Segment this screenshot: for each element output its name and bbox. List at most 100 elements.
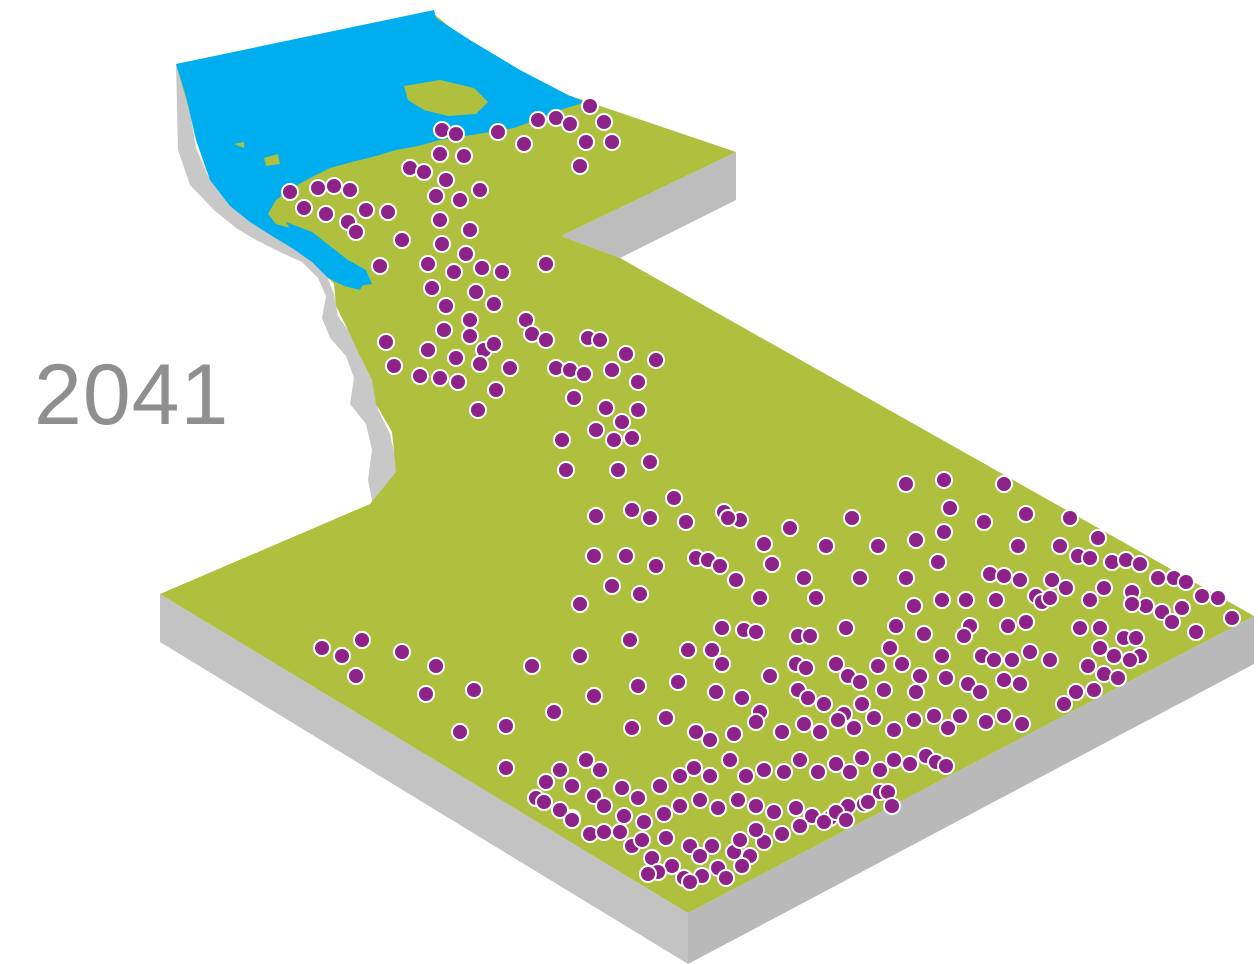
settlement-dot xyxy=(871,761,889,779)
settlement-dot xyxy=(671,767,689,785)
settlement-dot xyxy=(737,767,755,785)
settlement-dot xyxy=(937,669,955,687)
settlement-dot xyxy=(829,711,847,729)
settlement-dot xyxy=(733,857,751,875)
settlement-dot xyxy=(623,429,641,447)
settlement-dot xyxy=(747,797,765,815)
settlement-dot xyxy=(1067,683,1085,701)
settlement-dot xyxy=(795,569,813,587)
settlement-dot xyxy=(451,723,469,741)
settlement-dot xyxy=(535,793,553,811)
settlement-dot xyxy=(357,201,375,219)
settlement-dot xyxy=(709,799,727,817)
settlement-dot xyxy=(929,553,947,571)
settlement-dot xyxy=(1089,529,1107,547)
map-side-step xyxy=(561,152,736,258)
settlement-dot xyxy=(869,657,887,675)
settlement-dot xyxy=(725,725,743,743)
settlement-dot xyxy=(1149,569,1167,587)
settlement-dot xyxy=(691,847,709,865)
settlement-dot xyxy=(815,813,833,831)
settlement-dot xyxy=(457,245,475,263)
settlement-dot xyxy=(685,759,703,777)
settlement-dot xyxy=(711,557,729,575)
settlement-dot xyxy=(951,707,969,725)
settlement-dot xyxy=(595,113,613,131)
settlement-dot xyxy=(595,797,613,815)
settlement-dot xyxy=(1173,599,1191,617)
settlement-dot xyxy=(671,797,689,815)
settlement-dot xyxy=(585,547,603,565)
settlement-dot xyxy=(393,643,411,661)
settlement-dot xyxy=(1091,619,1109,637)
settlement-dot xyxy=(827,755,845,773)
settlement-dot xyxy=(1223,609,1241,627)
settlement-dot xyxy=(897,475,915,493)
settlement-dot xyxy=(747,821,765,839)
settlement-dot xyxy=(775,763,793,781)
settlement-dot xyxy=(799,689,817,707)
settlement-dot xyxy=(995,671,1013,689)
settlement-dot xyxy=(971,683,989,701)
settlement-dot xyxy=(657,709,675,727)
settlement-dot xyxy=(577,751,595,769)
settlement-dot xyxy=(629,373,647,391)
settlement-dot xyxy=(1131,555,1149,573)
settlement-dot xyxy=(545,703,563,721)
settlement-dot xyxy=(691,791,709,809)
settlement-dot xyxy=(497,717,515,735)
settlement-markers xyxy=(281,97,1241,891)
settlement-dot xyxy=(537,255,555,273)
settlement-dot xyxy=(881,639,899,657)
settlement-dot xyxy=(837,619,855,637)
settlement-dot xyxy=(563,777,581,795)
settlement-dot xyxy=(811,723,829,741)
settlement-dot xyxy=(341,181,359,199)
settlement-dot xyxy=(635,813,653,831)
settlement-dot xyxy=(419,255,437,273)
settlement-dot xyxy=(1041,589,1059,607)
settlement-dot xyxy=(333,647,351,665)
settlement-dot xyxy=(489,123,507,141)
settlement-dot xyxy=(815,695,833,713)
settlement-dot xyxy=(1095,579,1113,597)
settlement-dot xyxy=(523,657,541,675)
settlement-dot xyxy=(295,199,313,217)
settlement-dot xyxy=(687,723,705,741)
settlement-dot xyxy=(633,831,651,849)
settlement-dot xyxy=(621,631,639,649)
settlement-dot xyxy=(557,461,575,479)
settlement-dot xyxy=(791,751,809,769)
settlement-dot xyxy=(1017,505,1035,523)
settlement-dot xyxy=(537,331,555,349)
settlement-dot xyxy=(1009,537,1027,555)
settlement-dot xyxy=(925,707,943,725)
settlement-dot xyxy=(885,751,903,769)
settlement-dot xyxy=(571,595,589,613)
settlement-dot xyxy=(977,713,995,731)
settlement-dot xyxy=(617,345,635,363)
settlement-dot xyxy=(853,749,871,767)
settlement-dot xyxy=(603,361,621,379)
settlement-dot xyxy=(529,111,547,129)
settlement-dot xyxy=(773,825,791,843)
settlement-dot xyxy=(935,523,953,541)
settlement-dot xyxy=(987,591,1005,609)
settlement-dot xyxy=(933,591,951,609)
settlement-dot xyxy=(591,331,609,349)
map-water xyxy=(176,10,586,290)
settlement-dot xyxy=(493,263,511,281)
settlement-dot xyxy=(751,589,769,607)
settlement-dot xyxy=(461,221,479,239)
settlement-dot xyxy=(435,321,453,339)
settlement-dot xyxy=(669,673,687,691)
settlement-dot xyxy=(851,673,869,691)
settlement-dot xyxy=(451,191,469,209)
settlement-dot xyxy=(447,349,465,367)
settlement-dot xyxy=(1041,651,1059,669)
settlement-dot xyxy=(1057,579,1075,597)
year-label: 2041 xyxy=(34,347,230,443)
settlement-dot xyxy=(995,567,1013,585)
settlement-dot xyxy=(281,183,299,201)
